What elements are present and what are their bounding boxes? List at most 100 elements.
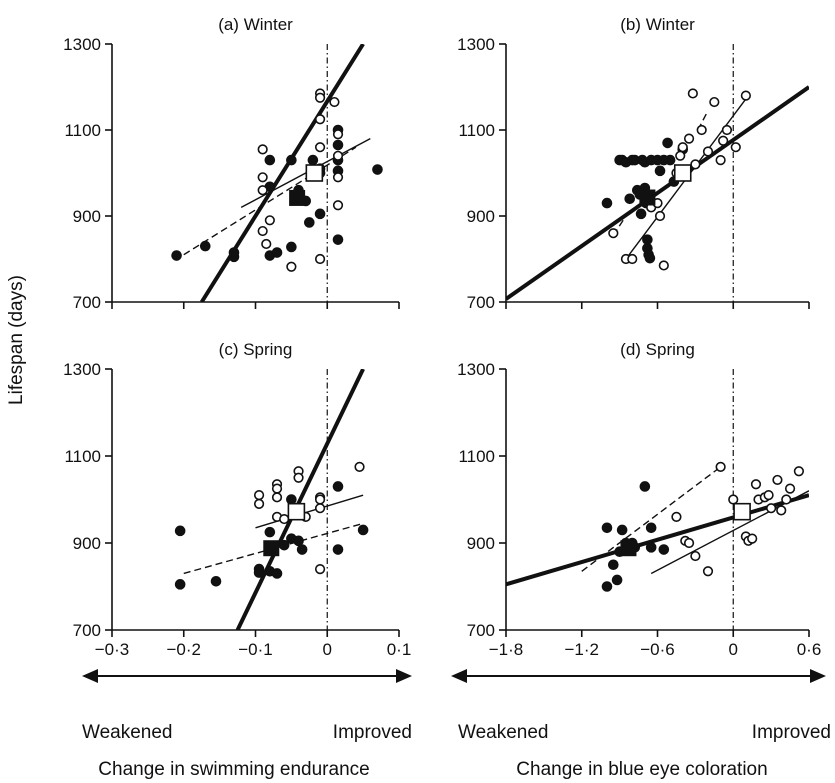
point-filled (210, 575, 222, 587)
point-filled (601, 522, 613, 534)
point-filled (601, 197, 613, 209)
point-filled (332, 234, 344, 245)
point-filled (616, 524, 628, 536)
point-filled (199, 240, 211, 252)
right-arrowhead-right (810, 669, 826, 683)
point-open (687, 88, 698, 99)
point-open (314, 92, 326, 103)
y-tick-label: 900 (467, 534, 495, 553)
point-open (329, 96, 340, 108)
y-tick-label: 1300 (457, 35, 495, 54)
point-filled (624, 193, 636, 205)
point-open (793, 466, 805, 477)
point-open (286, 261, 297, 272)
point-filled (645, 522, 657, 534)
left-x-axis-label: Change in swimming endurance (98, 759, 369, 780)
left-direction-indicator: Weakened Improved Change in swimming end… (82, 669, 412, 780)
point-open (279, 513, 290, 525)
y-tick-label: 1300 (63, 360, 101, 379)
panel-title: (d) Spring (620, 340, 695, 359)
point-open (766, 503, 777, 514)
y-tick-label: 900 (467, 207, 495, 226)
point-filled (332, 139, 344, 151)
mean-square-open (287, 502, 306, 521)
point-open (715, 155, 726, 166)
left-arrowhead-left (82, 669, 98, 683)
point-open (709, 96, 720, 108)
point-open (683, 537, 695, 549)
point-filled (608, 559, 619, 571)
point-filled (601, 581, 613, 592)
chart-panels: 700 900 1100 1300 (a) Winter 700 900 1100 1300 (b… (63, 15, 821, 659)
point-filled (307, 154, 319, 166)
point-open (314, 503, 326, 514)
plot-area (506, 85, 809, 301)
point-filled (332, 544, 344, 555)
point-open (314, 494, 326, 505)
point-open (608, 228, 619, 239)
point-open (257, 144, 268, 155)
right-improved-label: Improved (752, 722, 831, 743)
mean-square-filled (639, 189, 656, 206)
mean-square-filled (263, 540, 280, 557)
point-filled (332, 481, 344, 492)
point-open (257, 172, 268, 183)
plot-area (171, 44, 383, 302)
point-filled (639, 481, 651, 492)
point-open (718, 135, 729, 146)
point-filled (664, 154, 676, 166)
point-open (332, 200, 344, 211)
point-filled (271, 568, 283, 579)
point-open (730, 142, 741, 153)
point-filled (644, 252, 656, 264)
x-tick-label: −0·3 (95, 640, 130, 659)
panel-2: 700 900 1100 1300 (b) Winter (457, 15, 810, 312)
point-filled (286, 241, 297, 253)
point-filled (611, 574, 623, 586)
y-tick-label: 700 (73, 293, 101, 312)
x-tick-label: −1·8 (489, 640, 524, 659)
point-open (314, 142, 326, 153)
point-open (253, 498, 265, 509)
plot-area (174, 369, 369, 630)
regression-line-dashed (581, 466, 722, 572)
point-open (654, 210, 666, 222)
y-tick-label: 1300 (457, 360, 495, 379)
panel-title: (a) Winter (218, 15, 293, 34)
point-filled (658, 544, 670, 555)
point-open (332, 129, 344, 140)
point-open (696, 124, 707, 136)
point-open (776, 505, 787, 516)
point-filled (304, 217, 315, 228)
regression-line-thick (506, 85, 809, 301)
mean-square-open (305, 164, 324, 182)
right-arrowhead-left (451, 669, 467, 683)
point-filled (228, 247, 240, 258)
y-tick-label: 1100 (64, 447, 101, 466)
point-filled (174, 579, 186, 590)
point-open (314, 114, 326, 125)
x-tick-label: 0 (323, 640, 332, 659)
point-open (781, 494, 792, 505)
point-open (677, 142, 688, 153)
y-tick-label: 700 (467, 621, 495, 640)
right-direction-indicator: Weakened Improved Change in blue eye col… (451, 669, 831, 780)
point-open (772, 474, 783, 486)
mean-square-filled (289, 189, 306, 206)
panel-title: (b) Winter (620, 15, 695, 34)
point-open (271, 492, 283, 503)
point-open (671, 511, 682, 523)
point-filled (286, 154, 297, 166)
point-open (702, 146, 714, 157)
y-tick-label: 700 (73, 621, 101, 640)
point-open (627, 253, 638, 265)
point-open (750, 479, 762, 490)
y-tick-label: 1300 (63, 35, 101, 54)
point-open (763, 490, 774, 501)
point-filled (253, 567, 265, 578)
point-open (253, 490, 265, 501)
point-open (658, 260, 669, 271)
point-open (702, 566, 714, 577)
point-open (257, 225, 268, 237)
